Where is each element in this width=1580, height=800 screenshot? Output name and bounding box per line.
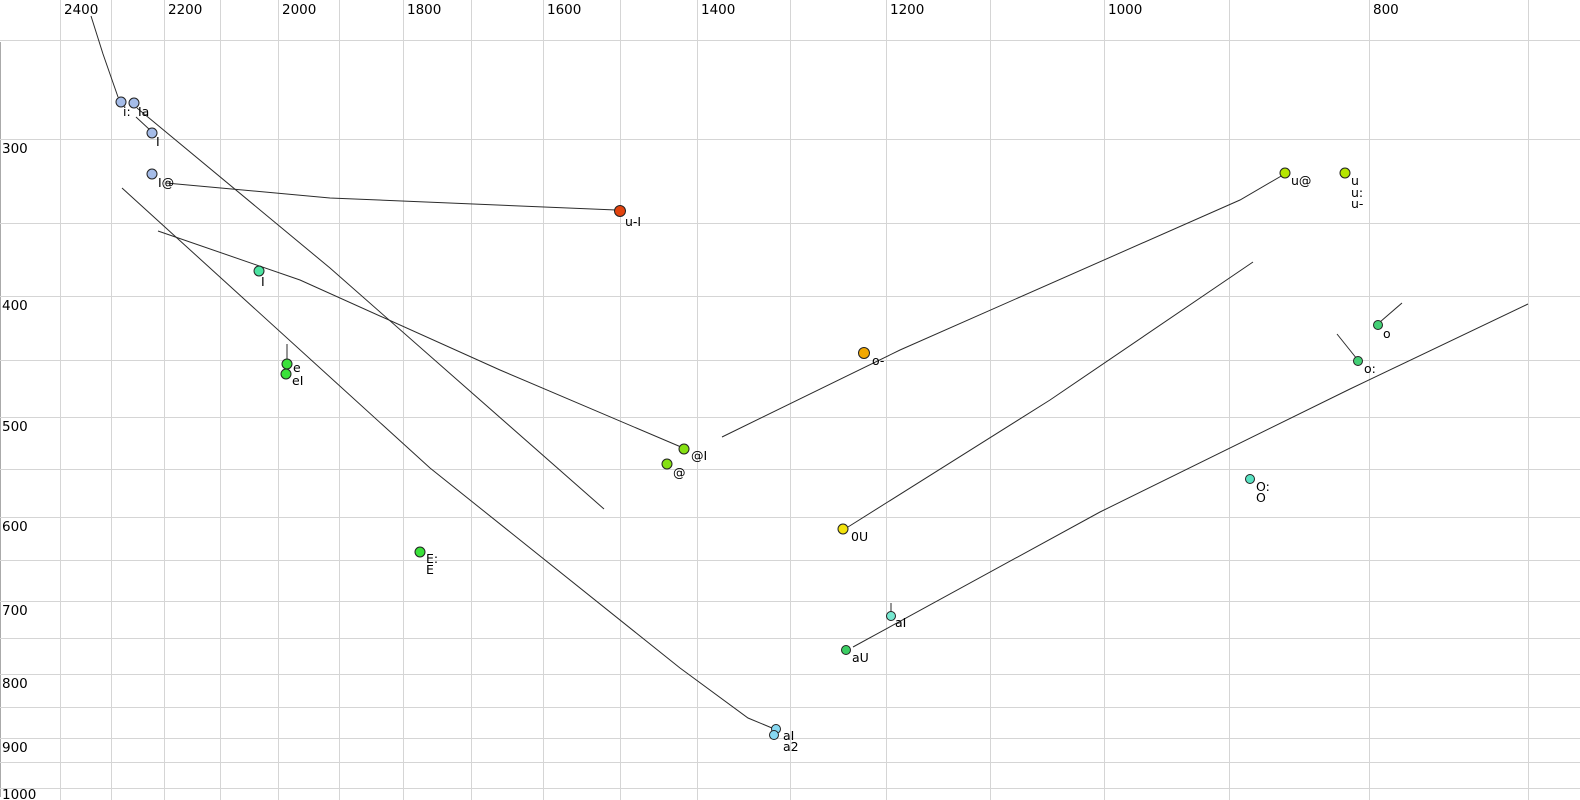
- vowel-label: a2: [783, 739, 799, 754]
- vowel-point-eI[interactable]: [280, 368, 292, 380]
- vowel-label: o: [1383, 326, 1391, 341]
- vowel-point-o-[interactable]: [858, 347, 870, 359]
- vowel-label: aI: [895, 615, 906, 630]
- trajectory-line-o-glide: [1379, 302, 1403, 323]
- y-axis-tick-label: 300: [2, 141, 28, 157]
- vowel-point-E:[interactable]: [414, 546, 426, 558]
- trajectory-line-aI-glide: [121, 187, 773, 729]
- x-axis-tick-label: 1800: [407, 2, 441, 18]
- vowel-point-O:[interactable]: [1245, 474, 1255, 484]
- vowel-label: aU: [852, 650, 869, 665]
- vowel-point-o:[interactable]: [1353, 356, 1363, 366]
- vowel-label: e: [293, 360, 301, 375]
- trajectory-line-@I-glide: [157, 230, 682, 448]
- y-axis-tick-label: 700: [2, 603, 28, 619]
- vowel-label: O: [1256, 490, 1266, 505]
- vowel-label: eI: [292, 373, 303, 388]
- vowel-point-aU[interactable]: [841, 645, 851, 655]
- vowel-point-@I[interactable]: [678, 443, 690, 455]
- vowel-label: O:: [1256, 479, 1270, 494]
- y-axis-tick-label: 800: [2, 676, 28, 692]
- trajectory-line-aU-glide: [852, 303, 1529, 648]
- vowel-point-a2[interactable]: [769, 730, 779, 740]
- vowel-label: o-: [872, 353, 884, 368]
- x-axis-tick-label: 1400: [701, 2, 735, 18]
- trajectory-line-I@-to-u-I: [165, 182, 617, 211]
- vowel-label: I: [156, 134, 160, 149]
- vowel-label: u-: [1351, 196, 1363, 211]
- vowel-label: @: [673, 465, 686, 480]
- vowel-label: E: [426, 562, 434, 577]
- x-axis-tick-label: 1600: [547, 2, 581, 18]
- vowel-point-0U[interactable]: [837, 523, 849, 535]
- vowel-label: u@: [1291, 173, 1311, 188]
- y-axis-tick-label: 1000: [2, 787, 36, 800]
- vowel-label: E:: [426, 551, 438, 566]
- vowel-point-u@[interactable]: [1279, 167, 1291, 179]
- vowel-point-I[interactable]: [253, 265, 265, 277]
- vowel-point-Ia[interactable]: [128, 97, 140, 109]
- vowel-point-aI[interactable]: [886, 611, 896, 621]
- x-axis-tick-label: 2400: [64, 2, 98, 18]
- x-axis-tick-label: 800: [1373, 2, 1399, 18]
- points-layer: [115, 96, 1383, 740]
- x-axis-tick-label: 2200: [168, 2, 202, 18]
- y-axis-tick-label: 600: [2, 519, 28, 535]
- y-axis-tick-label: 500: [2, 419, 28, 435]
- vowel-label: aI: [783, 728, 794, 743]
- vowel-label: o:: [1364, 361, 1376, 376]
- vowel-point-u[interactable]: [1339, 167, 1351, 179]
- vowel-point-u-I[interactable]: [614, 205, 626, 217]
- trajectories-layer: [90, 15, 1529, 729]
- x-axis-tick-label: 2000: [282, 2, 316, 18]
- y-axis-tick-label: 900: [2, 740, 28, 756]
- vowel-label: 0U: [851, 529, 868, 544]
- vowel-label: Ia: [138, 104, 149, 119]
- vowel-label: i:: [123, 104, 131, 119]
- trajectory-line-0U-glide: [847, 261, 1254, 528]
- trajectory-line-u@-glide: [721, 174, 1284, 438]
- vowel-point-e[interactable]: [281, 358, 293, 370]
- axis-labels-layer: 2400 2200 2000 1800 1600 1400 1200 1000 800 300 40…: [2, 2, 1399, 800]
- x-axis-tick-label: 1000: [1108, 2, 1142, 18]
- vowel-label: I@: [158, 175, 174, 190]
- vowel-label: u: [1351, 173, 1359, 188]
- y-axis-tick-label: 400: [2, 298, 28, 314]
- vowel-point-i:[interactable]: [115, 96, 127, 108]
- vowel-point-@[interactable]: [661, 458, 673, 470]
- trajectory-line-i:-glide: [90, 15, 119, 98]
- trajectory-line-Ia-glide: [136, 107, 605, 510]
- vowel-point-I[interactable]: [146, 127, 158, 139]
- vowel-label: u:: [1351, 185, 1363, 200]
- x-axis-tick-label: 1200: [890, 2, 924, 18]
- trajectory-line-I-glide: [135, 116, 151, 131]
- vowel-label: u-I: [625, 214, 641, 229]
- vowel-label: I: [261, 274, 265, 289]
- trajectory-line-o:-glide: [1336, 333, 1358, 360]
- vowel-label: @I: [691, 448, 707, 463]
- vowel-point-o[interactable]: [1373, 320, 1383, 330]
- vowel-point-I@[interactable]: [146, 168, 158, 180]
